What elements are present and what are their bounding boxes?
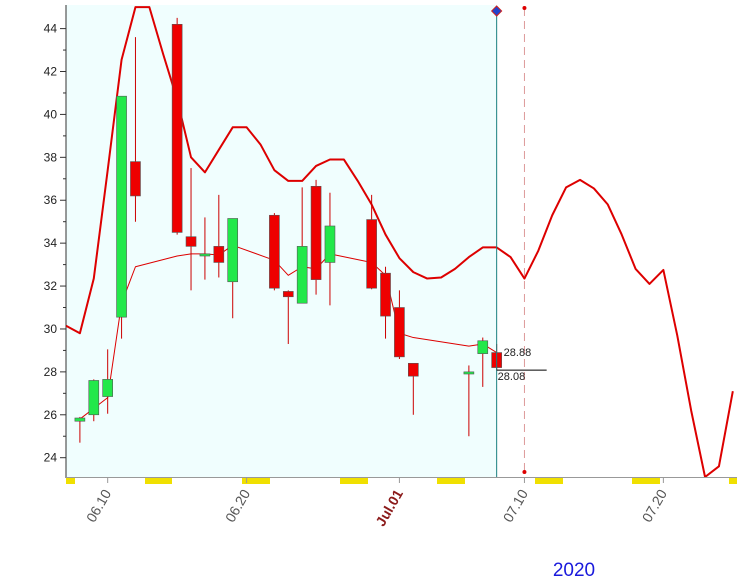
candle-body [394, 307, 405, 358]
x-tick-label: 06.10 [83, 486, 114, 525]
price-label: 28.88 [504, 347, 532, 359]
candle-body [408, 362, 419, 377]
candle-body [296, 246, 308, 304]
x-tick-label: Jul.01 [372, 486, 406, 529]
x-tick-label: 07.10 [500, 486, 531, 525]
y-tick-label: 24 [44, 451, 58, 465]
candle-body [213, 246, 225, 263]
price-label: 28.08 [498, 371, 526, 383]
candle-body [185, 236, 197, 247]
candle-body [380, 272, 391, 317]
projection-dot [522, 6, 527, 10]
year-label: 2020 [553, 560, 595, 580]
weekend-strip [66, 478, 737, 484]
candle-body [282, 291, 294, 298]
plot-marks [66, 6, 734, 477]
candle-body [310, 185, 322, 280]
candle-body [477, 340, 489, 354]
y-tick-label: 42 [44, 65, 58, 79]
y-tick-label: 32 [44, 279, 58, 293]
candle-body [366, 219, 377, 289]
current-day-marker [490, 5, 503, 17]
y-tick-label: 30 [44, 322, 58, 336]
history-background [66, 5, 497, 477]
candle-body [324, 225, 336, 263]
y-tick-label: 26 [44, 408, 58, 422]
x-tick-label: 06.20 [222, 486, 253, 525]
y-tick-label: 44 [44, 22, 58, 36]
y-tick-label: 40 [44, 107, 58, 121]
candle-body [102, 379, 113, 397]
y-tick-label: 34 [44, 236, 58, 250]
candle-body [227, 218, 239, 283]
candle-body [171, 24, 183, 233]
candle-body [199, 253, 211, 257]
y-tick-label: 28 [44, 365, 58, 379]
candle-body [116, 95, 127, 318]
y-tick-label: 36 [44, 193, 58, 207]
history-shade [66, 5, 497, 477]
projection-dot [522, 470, 527, 474]
x-tick-label: 07.20 [639, 486, 670, 525]
indicator-line [79, 244, 497, 420]
candle-body [74, 417, 86, 422]
candle-body [269, 214, 280, 289]
y-tick-label: 38 [44, 150, 58, 164]
candle-body [88, 380, 100, 416]
candle-body [130, 161, 141, 197]
candle-body [463, 371, 475, 375]
